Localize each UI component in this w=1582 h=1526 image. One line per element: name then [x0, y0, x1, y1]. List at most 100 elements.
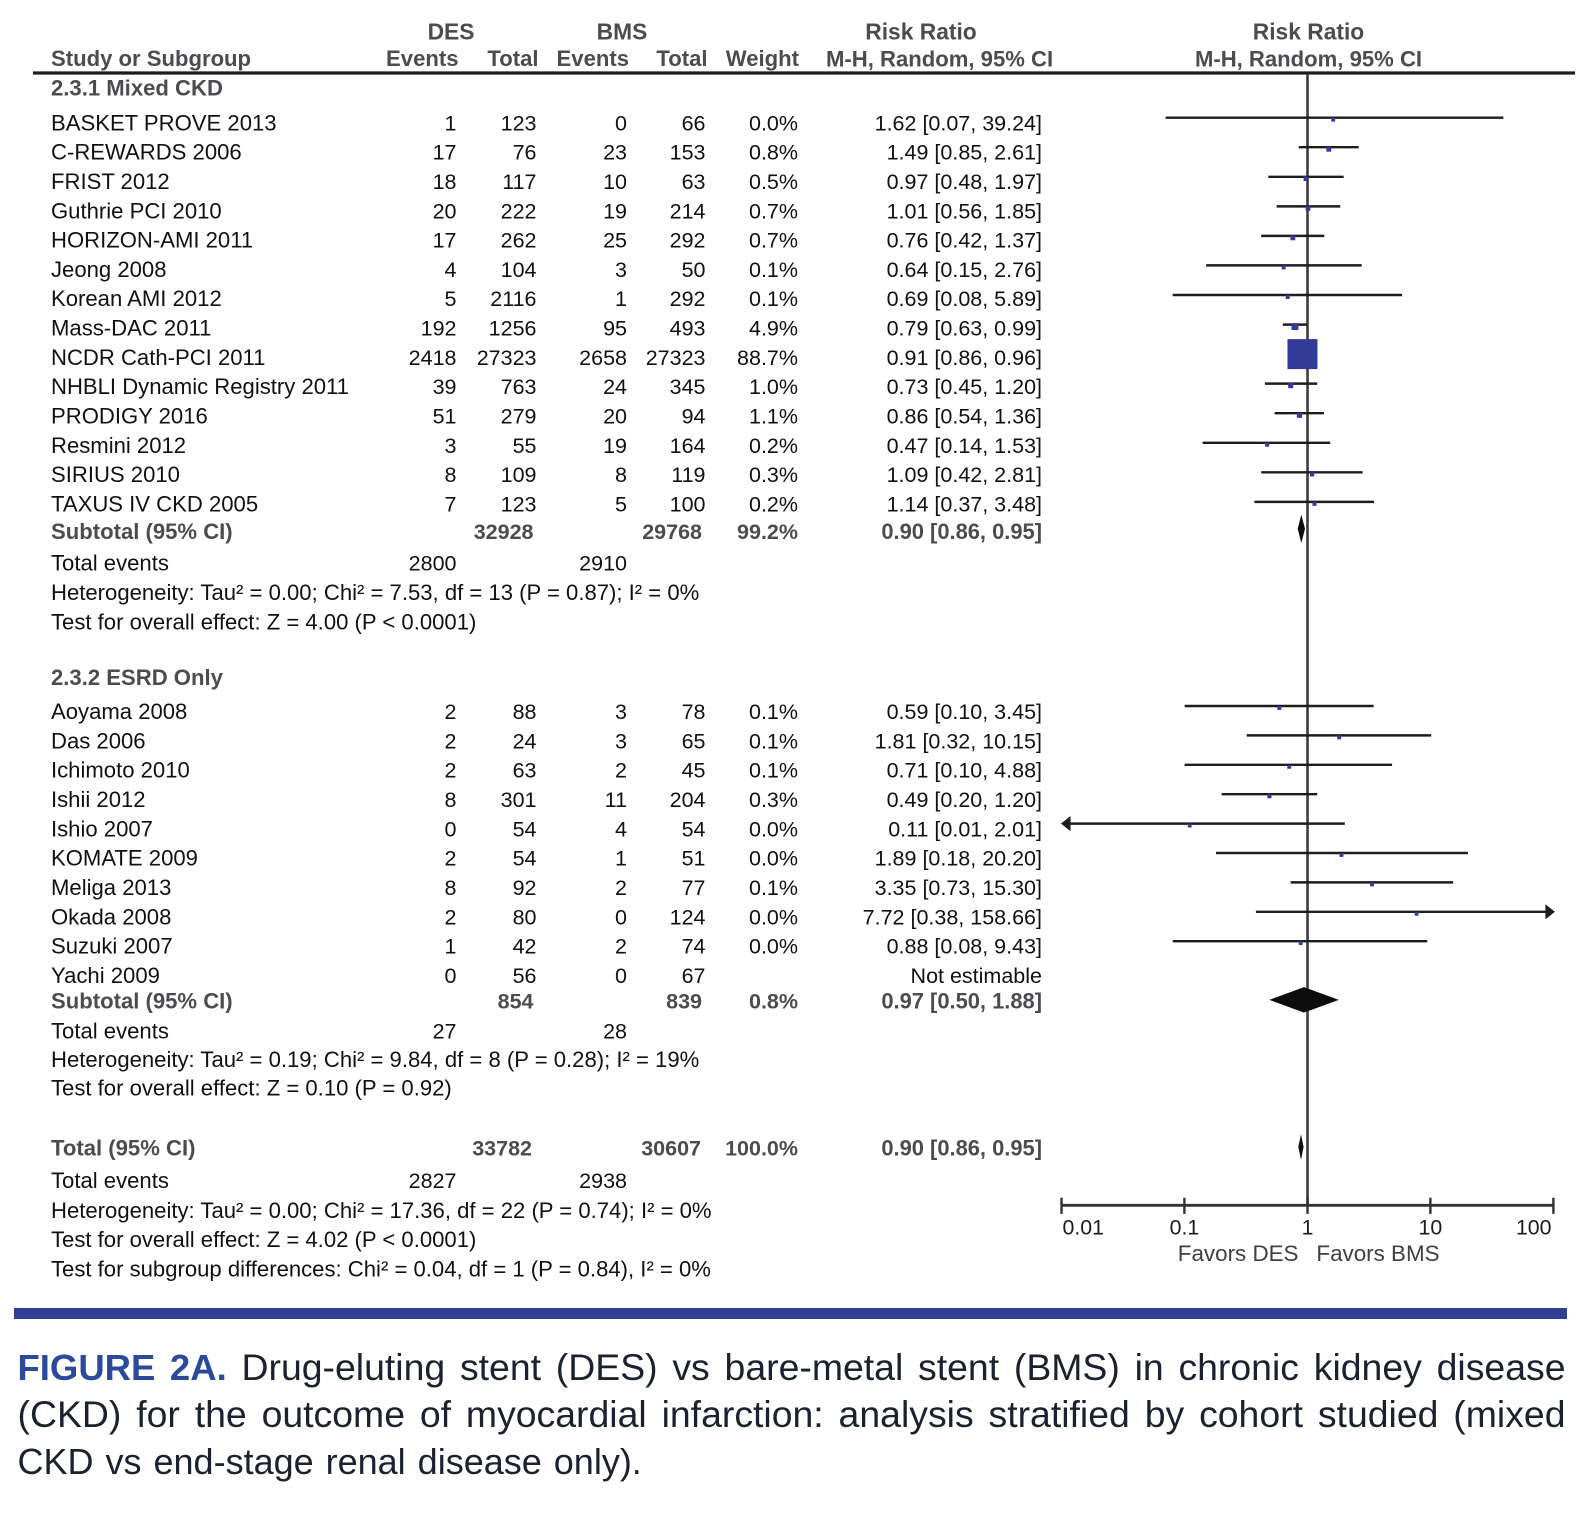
svg-text:77: 77 — [682, 876, 706, 900]
svg-text:24: 24 — [603, 375, 627, 399]
svg-text:Ishio 2007: Ishio 2007 — [51, 816, 153, 841]
svg-text:301: 301 — [501, 788, 537, 812]
svg-text:292: 292 — [670, 287, 706, 311]
svg-text:0.1%: 0.1% — [749, 729, 798, 753]
svg-text:67: 67 — [682, 964, 706, 988]
svg-text:2938: 2938 — [579, 1169, 627, 1193]
svg-text:Study or Subgroup: Study or Subgroup — [51, 46, 251, 71]
svg-text:Jeong 2008: Jeong 2008 — [51, 257, 167, 282]
svg-text:BMS: BMS — [597, 18, 648, 44]
svg-text:8: 8 — [445, 876, 457, 900]
svg-text:279: 279 — [501, 405, 537, 429]
svg-text:Total: Total — [487, 46, 538, 71]
svg-text:0.1%: 0.1% — [749, 700, 798, 724]
svg-text:8: 8 — [445, 788, 457, 812]
svg-text:0.8%: 0.8% — [749, 989, 798, 1013]
svg-text:0.69 [0.08, 5.89]: 0.69 [0.08, 5.89] — [887, 287, 1042, 311]
svg-text:1.14 [0.37, 3.48]: 1.14 [0.37, 3.48] — [887, 493, 1042, 517]
svg-text:Test for subgroup differences:: Test for subgroup differences: Chi² = 0.… — [51, 1256, 711, 1281]
svg-text:Heterogeneity: Tau² = 0.19; Ch: Heterogeneity: Tau² = 0.19; Chi² = 9.84,… — [51, 1047, 699, 1072]
svg-text:Das 2006: Das 2006 — [51, 728, 146, 753]
svg-text:123: 123 — [501, 111, 537, 135]
svg-text:20: 20 — [603, 405, 627, 429]
svg-text:2827: 2827 — [409, 1169, 457, 1193]
svg-text:NCDR Cath-PCI 2011: NCDR Cath-PCI 2011 — [51, 345, 265, 370]
svg-text:M-H, Random, 95% CI: M-H, Random, 95% CI — [1195, 46, 1422, 71]
svg-text:Suzuki 2007: Suzuki 2007 — [51, 934, 173, 959]
svg-text:3: 3 — [615, 700, 627, 724]
svg-text:7.72 [0.38, 158.66]: 7.72 [0.38, 158.66] — [863, 905, 1042, 929]
svg-text:Heterogeneity: Tau² = 0.00; Ch: Heterogeneity: Tau² = 0.00; Chi² = 7.53,… — [51, 580, 699, 605]
svg-text:19: 19 — [603, 434, 627, 458]
svg-text:Heterogeneity: Tau² = 0.00; Ch: Heterogeneity: Tau² = 0.00; Chi² = 17.36… — [51, 1198, 712, 1223]
svg-text:51: 51 — [682, 847, 706, 871]
svg-text:214: 214 — [670, 199, 706, 223]
svg-text:1.1%: 1.1% — [749, 405, 798, 429]
svg-text:Total (95% CI): Total (95% CI) — [51, 1136, 195, 1161]
svg-text:1.01 [0.56, 1.85]: 1.01 [0.56, 1.85] — [887, 199, 1042, 223]
svg-text:Subtotal (95% CI): Subtotal (95% CI) — [51, 988, 233, 1013]
svg-text:2658: 2658 — [579, 346, 627, 370]
svg-text:2: 2 — [445, 847, 457, 871]
svg-text:27323: 27323 — [477, 346, 537, 370]
svg-text:2: 2 — [445, 759, 457, 783]
svg-text:10: 10 — [603, 170, 627, 194]
svg-text:BASKET PROVE 2013: BASKET PROVE 2013 — [51, 110, 277, 135]
svg-text:0.1%: 0.1% — [749, 287, 798, 311]
svg-text:109: 109 — [501, 463, 537, 487]
svg-text:27323: 27323 — [646, 346, 706, 370]
svg-text:1: 1 — [445, 935, 457, 959]
svg-text:Not estimable: Not estimable — [911, 964, 1042, 988]
svg-text:20: 20 — [433, 199, 457, 223]
svg-text:0.97 [0.50, 1.88]: 0.97 [0.50, 1.88] — [881, 988, 1042, 1013]
svg-text:0.59 [0.10, 3.45]: 0.59 [0.10, 3.45] — [887, 700, 1042, 724]
svg-text:Meliga 2013: Meliga 2013 — [51, 875, 171, 900]
svg-text:80: 80 — [513, 905, 537, 929]
svg-text:100: 100 — [670, 493, 706, 517]
svg-text:2: 2 — [615, 876, 627, 900]
svg-text:104: 104 — [501, 258, 537, 282]
svg-text:0: 0 — [615, 111, 627, 135]
svg-text:55: 55 — [513, 434, 537, 458]
svg-text:1: 1 — [445, 111, 457, 135]
svg-text:0.3%: 0.3% — [749, 463, 798, 487]
svg-text:2: 2 — [445, 905, 457, 929]
svg-text:2: 2 — [445, 700, 457, 724]
svg-text:NHBLI Dynamic Registry 2011: NHBLI Dynamic Registry 2011 — [51, 374, 349, 399]
svg-text:0: 0 — [615, 964, 627, 988]
svg-text:Test for overall effect: Z = 0: Test for overall effect: Z = 0.10 (P = 0… — [51, 1076, 452, 1101]
svg-text:Risk Ratio: Risk Ratio — [1253, 18, 1365, 44]
svg-text:Events: Events — [557, 46, 629, 71]
svg-text:DES: DES — [428, 18, 475, 44]
svg-text:3.35 [0.73, 15.30]: 3.35 [0.73, 15.30] — [875, 876, 1042, 900]
svg-text:Resmini 2012: Resmini 2012 — [51, 433, 186, 458]
svg-text:54: 54 — [513, 847, 537, 871]
svg-text:95: 95 — [603, 317, 627, 341]
svg-text:78: 78 — [682, 700, 706, 724]
svg-text:192: 192 — [421, 317, 457, 341]
svg-text:42: 42 — [513, 935, 537, 959]
svg-text:0.1: 0.1 — [1170, 1216, 1200, 1240]
svg-text:0.0%: 0.0% — [749, 111, 798, 135]
svg-text:TAXUS IV CKD 2005: TAXUS IV CKD 2005 — [51, 492, 258, 517]
svg-text:3: 3 — [615, 258, 627, 282]
svg-text:1.62 [0.07, 39.24]: 1.62 [0.07, 39.24] — [875, 111, 1042, 135]
svg-text:2.3.1 Mixed CKD: 2.3.1 Mixed CKD — [51, 75, 223, 100]
svg-text:SIRIUS 2010: SIRIUS 2010 — [51, 462, 180, 487]
svg-text:0.97 [0.48, 1.97]: 0.97 [0.48, 1.97] — [887, 170, 1042, 194]
svg-text:0.01: 0.01 — [1063, 1216, 1104, 1240]
svg-text:3: 3 — [615, 729, 627, 753]
svg-text:1.81 [0.32, 10.15]: 1.81 [0.32, 10.15] — [875, 729, 1042, 753]
svg-text:292: 292 — [670, 229, 706, 253]
svg-text:HORIZON-AMI 2011: HORIZON-AMI 2011 — [51, 228, 253, 253]
svg-text:0: 0 — [445, 817, 457, 841]
svg-text:123: 123 — [501, 493, 537, 517]
svg-text:C-REWARDS 2006: C-REWARDS 2006 — [51, 140, 242, 165]
svg-text:65: 65 — [682, 729, 706, 753]
svg-text:45: 45 — [682, 759, 706, 783]
svg-text:Favors BMS: Favors BMS — [1316, 1241, 1439, 1266]
svg-text:Total: Total — [656, 46, 707, 71]
svg-text:0.1%: 0.1% — [749, 876, 798, 900]
svg-text:56: 56 — [513, 964, 537, 988]
svg-text:63: 63 — [682, 170, 706, 194]
